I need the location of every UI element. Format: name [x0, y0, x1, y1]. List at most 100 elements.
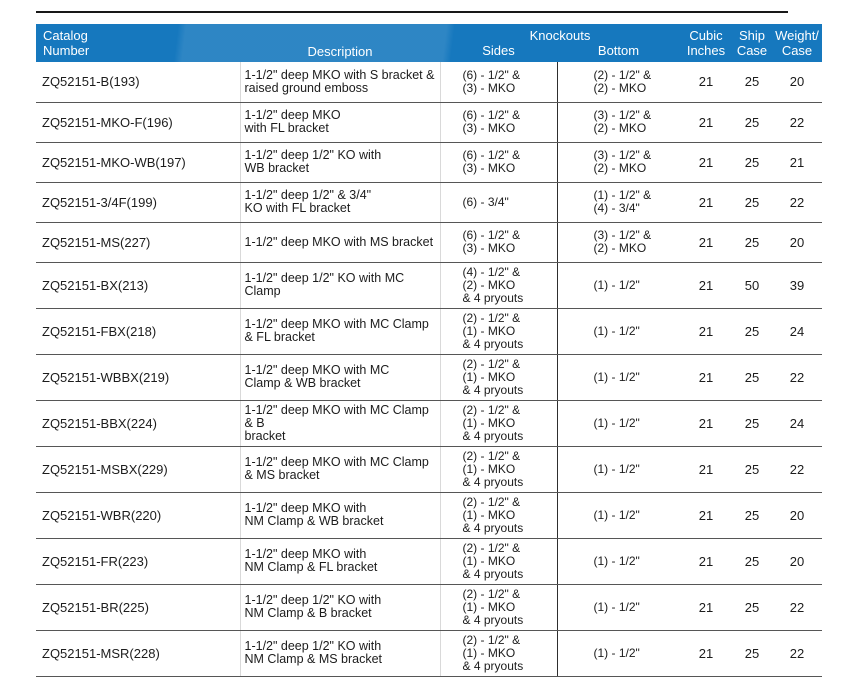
weight-case-cell: 22: [772, 354, 822, 401]
table-row: ZQ52151-MKO-WB(197) 1-1/2" deep 1/2" KO …: [36, 142, 822, 183]
ship-case-cell: 25: [732, 354, 772, 401]
knockouts-sides-cell: (6) - 1/2" & (3) - MKO: [440, 102, 558, 143]
column-header-weight-case: Weight/ Case: [775, 27, 819, 58]
top-rule-divider: [36, 11, 788, 13]
column-header-description: Description: [307, 44, 373, 59]
cubic-inches-cell: 21: [680, 446, 732, 493]
catalog-number-cell: ZQ52151-MSR(228): [36, 630, 241, 677]
knockouts-sides-cell: (2) - 1/2" & (1) - MKO & 4 pryouts: [440, 354, 558, 401]
cubic-inches-cell: 21: [680, 262, 732, 309]
weight-case-cell: 24: [772, 308, 822, 355]
weight-case-cell: 22: [772, 446, 822, 493]
cubic-inches-cell: 21: [680, 538, 732, 585]
knockouts-bottom-cell: (2) - 1/2" & (2) - MKO: [557, 62, 680, 103]
knockouts-bottom-cell: (3) - 1/2" & (2) - MKO: [557, 102, 680, 143]
table-row: ZQ52151-MS(227) 1-1/2" deep MKO with MS …: [36, 222, 822, 263]
description-cell: 1-1/2" deep MKO with NM Clamp & WB brack…: [240, 492, 441, 539]
knockouts-bottom-cell: (1) - 1/2": [557, 584, 680, 631]
knockouts-sides-cell: (6) - 1/2" & (3) - MKO: [440, 222, 558, 263]
knockouts-sides-cell: (6) - 1/2" & (3) - MKO: [440, 142, 558, 183]
catalog-number-cell: ZQ52151-MSBX(229): [36, 446, 241, 493]
weight-case-cell: 22: [772, 182, 822, 223]
column-header-catalog-number: Catalog Number: [43, 27, 90, 58]
catalog-number-cell: ZQ52151-BBX(224): [36, 400, 241, 447]
catalog-number-cell: ZQ52151-MKO-F(196): [36, 102, 241, 143]
ship-case-cell: 25: [732, 62, 772, 103]
table-row: ZQ52151-3/4F(199) 1-1/2" deep 1/2" & 3/4…: [36, 182, 822, 223]
knockouts-sides-cell: (2) - 1/2" & (1) - MKO & 4 pryouts: [440, 308, 558, 355]
weight-case-cell: 22: [772, 584, 822, 631]
description-cell: 1-1/2" deep MKO with MC Clamp & B bracke…: [240, 400, 441, 447]
catalog-number-cell: ZQ52151-BX(213): [36, 262, 241, 309]
catalog-number-cell: ZQ52151-B(193): [36, 62, 241, 103]
table-row: ZQ52151-BBX(224) 1-1/2" deep MKO with MC…: [36, 400, 822, 447]
catalog-number-cell: ZQ52151-BR(225): [36, 584, 241, 631]
catalog-number-cell: ZQ52151-MS(227): [36, 222, 241, 263]
catalog-number-cell: ZQ52151-WBBX(219): [36, 354, 241, 401]
ship-case-cell: 50: [732, 262, 772, 309]
cubic-inches-cell: 21: [680, 102, 732, 143]
cubic-inches-cell: 21: [680, 182, 732, 223]
knockouts-sides-cell: (2) - 1/2" & (1) - MKO & 4 pryouts: [440, 630, 558, 677]
ship-case-cell: 25: [732, 538, 772, 585]
catalog-number-cell: ZQ52151-MKO-WB(197): [36, 142, 241, 183]
table-header: Catalog Number Description Knockouts Sid…: [36, 24, 822, 62]
description-cell: 1-1/2" deep MKO with MC Clamp & WB brack…: [240, 354, 441, 401]
knockouts-bottom-cell: (3) - 1/2" & (2) - MKO: [557, 142, 680, 183]
cubic-inches-cell: 21: [680, 630, 732, 677]
spec-table-body: ZQ52151-B(193) 1-1/2" deep MKO with S br…: [36, 62, 822, 677]
cubic-inches-cell: 21: [680, 222, 732, 263]
weight-case-cell: 20: [772, 222, 822, 263]
description-cell: 1-1/2" deep MKO with MS bracket: [240, 222, 441, 263]
table-row: ZQ52151-FR(223) 1-1/2" deep MKO with NM …: [36, 538, 822, 585]
table-header-row: Catalog Number Description Knockouts Sid…: [36, 24, 822, 62]
catalog-number-cell: ZQ52151-WBR(220): [36, 492, 241, 539]
cubic-inches-cell: 21: [680, 400, 732, 447]
description-cell: 1-1/2" deep 1/2" KO with NM Clamp & MS b…: [240, 630, 441, 677]
weight-case-cell: 20: [772, 492, 822, 539]
table-row: ZQ52151-BX(213) 1-1/2" deep 1/2" KO with…: [36, 262, 822, 309]
table-row: ZQ52151-BR(225) 1-1/2" deep 1/2" KO with…: [36, 584, 822, 631]
table-row: ZQ52151-B(193) 1-1/2" deep MKO with S br…: [36, 62, 822, 103]
description-cell: 1-1/2" deep 1/2" KO with WB bracket: [240, 142, 441, 183]
description-cell: 1-1/2" deep MKO with MC Clamp & MS brack…: [240, 446, 441, 493]
column-header-knockouts-group: Knockouts Sides Bottom: [440, 24, 680, 62]
table-row: ZQ52151-FBX(218) 1-1/2" deep MKO with MC…: [36, 308, 822, 355]
table-row: ZQ52151-MSR(228) 1-1/2" deep 1/2" KO wit…: [36, 630, 822, 677]
column-header-ship-case: Ship Case: [736, 27, 768, 58]
knockouts-bottom-cell: (1) - 1/2": [557, 446, 680, 493]
description-cell: 1-1/2" deep MKO with S bracket & raised …: [240, 62, 441, 103]
knockouts-sides-cell: (2) - 1/2" & (1) - MKO & 4 pryouts: [440, 400, 558, 447]
table-row: ZQ52151-MSBX(229) 1-1/2" deep MKO with M…: [36, 446, 822, 493]
column-header-cubic-inches: Cubic Inches: [686, 27, 726, 58]
description-cell: 1-1/2" deep 1/2" KO with MC Clamp: [240, 262, 441, 309]
column-header-knockouts: Knockouts: [529, 28, 591, 43]
knockouts-sides-cell: (2) - 1/2" & (1) - MKO & 4 pryouts: [440, 538, 558, 585]
weight-case-cell: 22: [772, 630, 822, 677]
knockouts-bottom-cell: (1) - 1/2": [557, 630, 680, 677]
table-row: ZQ52151-MKO-F(196) 1-1/2" deep MKO with …: [36, 102, 822, 143]
weight-case-cell: 20: [772, 62, 822, 103]
ship-case-cell: 25: [732, 400, 772, 447]
knockouts-bottom-cell: (1) - 1/2": [557, 492, 680, 539]
knockouts-bottom-cell: (1) - 1/2" & (4) - 3/4": [557, 182, 680, 223]
ship-case-cell: 25: [732, 446, 772, 493]
ship-case-cell: 25: [732, 102, 772, 143]
weight-case-cell: 21: [772, 142, 822, 183]
cubic-inches-cell: 21: [680, 308, 732, 355]
table-row: ZQ52151-WBR(220) 1-1/2" deep MKO with NM…: [36, 492, 822, 539]
weight-case-cell: 22: [772, 102, 822, 143]
column-header-bottom: Bottom: [597, 43, 640, 58]
cubic-inches-cell: 21: [680, 62, 732, 103]
ship-case-cell: 25: [732, 222, 772, 263]
cubic-inches-cell: 21: [680, 354, 732, 401]
knockouts-bottom-cell: (1) - 1/2": [557, 262, 680, 309]
knockouts-sides-cell: (6) - 3/4": [440, 182, 558, 223]
product-spec-table: Catalog Number Description Knockouts Sid…: [36, 24, 822, 677]
description-cell: 1-1/2" deep 1/2" KO with NM Clamp & B br…: [240, 584, 441, 631]
knockouts-sides-cell: (6) - 1/2" & (3) - MKO: [440, 62, 558, 103]
column-header-sides: Sides: [482, 43, 515, 58]
description-cell: 1-1/2" deep MKO with MC Clamp & FL brack…: [240, 308, 441, 355]
ship-case-cell: 25: [732, 308, 772, 355]
